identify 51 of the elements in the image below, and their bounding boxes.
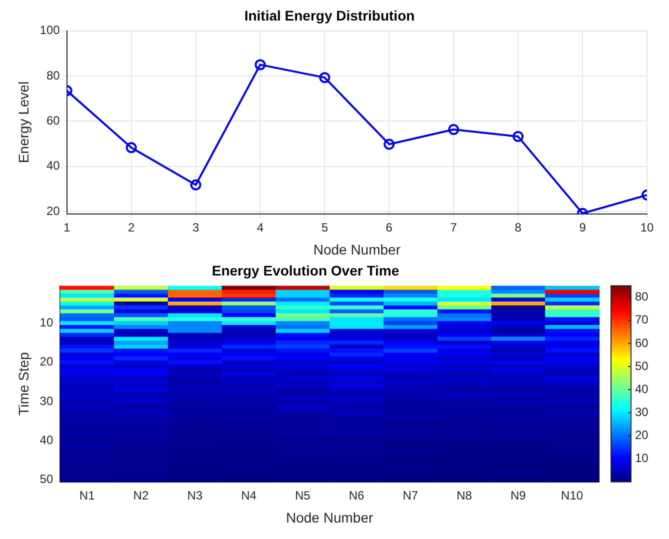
x-tick-label: N8: [456, 488, 472, 502]
color-bar-label: 80: [635, 290, 649, 304]
x-tick-label: 5: [321, 220, 328, 234]
x-tick-label: 8: [514, 220, 522, 234]
x-tick-label: 7: [450, 220, 458, 234]
color-bar-label: 10: [635, 451, 649, 466]
y-tick-label: 100: [40, 23, 60, 38]
point: [512, 131, 524, 142]
x-tick-label: N1: [79, 488, 96, 502]
y-axis-title: Energy Level: [15, 81, 32, 164]
point: [384, 138, 395, 150]
x-axis-title: Node Number: [286, 509, 374, 526]
x-tick-label: N10: [561, 488, 584, 502]
x-tick-label: 9: [579, 220, 586, 234]
x-tick-label: N9: [510, 488, 526, 502]
color-bar-label: 20: [635, 428, 649, 442]
x-tick-label: N5: [294, 488, 311, 502]
x-tick-label: 4: [256, 220, 264, 234]
y-axis-title: Time Step: [15, 352, 32, 416]
x-tick-label: N7: [402, 488, 418, 502]
point: [190, 179, 202, 190]
x-tick-label: 6: [386, 220, 393, 234]
color-bar-label: 30: [635, 404, 649, 419]
y-tick-label: 50: [40, 472, 54, 486]
point: [319, 72, 330, 84]
y-tick-label: 40: [40, 432, 54, 447]
y-tick-label: 10: [40, 315, 54, 330]
color-bar-label: 60: [635, 336, 649, 350]
chart-title: Initial Energy Distribution: [244, 7, 415, 24]
x-tick-label: N6: [348, 488, 365, 502]
y-tick-label: 80: [46, 68, 60, 82]
y-tick-label: 20: [40, 354, 54, 369]
y-tick-label: 40: [46, 158, 60, 173]
color-bar-label: 50: [635, 358, 649, 373]
x-tick-label: 1: [63, 220, 70, 234]
point: [254, 59, 266, 70]
x-tick-label: 10: [640, 220, 654, 234]
color-bar-label: 70: [635, 312, 649, 327]
y-tick-label: 30: [40, 394, 54, 408]
y-tick-label: 60: [46, 113, 60, 128]
x-axis-title: Node Number: [313, 241, 401, 258]
chart-title: Energy Evolution Over Time: [212, 262, 400, 278]
point: [448, 124, 460, 136]
x-tick-label: N4: [241, 488, 257, 502]
x-tick-label: N2: [133, 488, 149, 502]
x-tick-label: 3: [192, 220, 200, 234]
x-tick-label: N3: [187, 488, 203, 502]
y-tick-label: 20: [46, 204, 60, 218]
point: [126, 142, 137, 154]
x-tick-label: 2: [128, 220, 135, 234]
color-bar-label: 40: [635, 382, 649, 396]
